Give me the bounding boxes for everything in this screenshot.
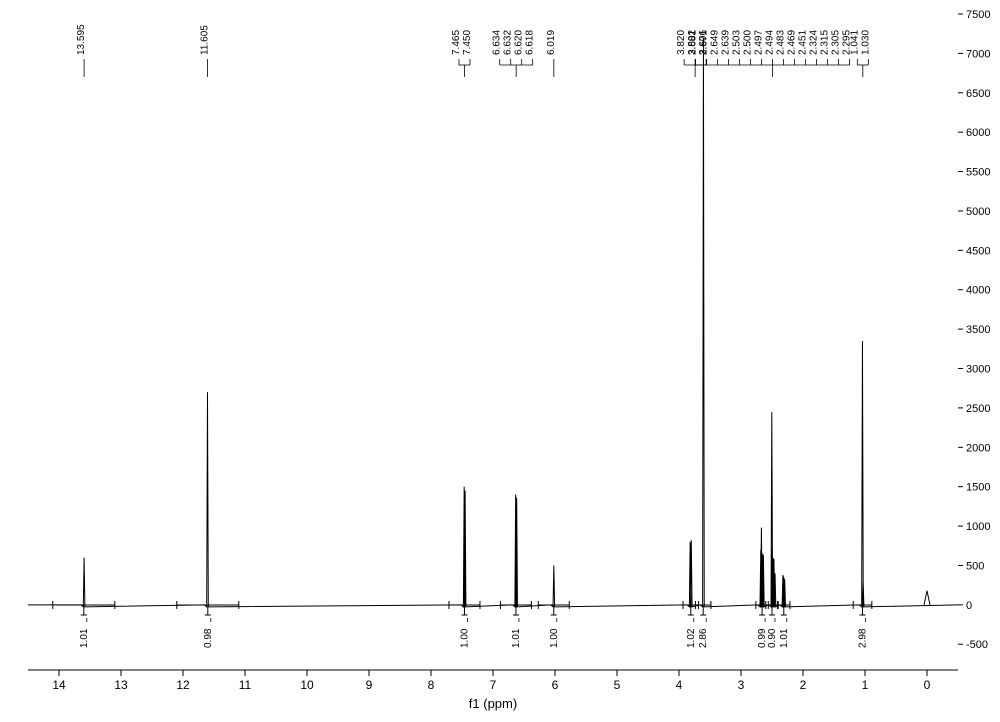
peak-label: 11.605	[199, 25, 210, 55]
nmr-spectrum-chart: 14131211109876543210f1 (ppm)-50005001000…	[0, 0, 1000, 717]
y-tick-label: 4000	[966, 285, 990, 297]
spectrum-svg: 14131211109876543210f1 (ppm)-50005001000…	[0, 0, 1000, 717]
y-tick-label: 7500	[966, 9, 990, 21]
y-tick-label: 6500	[966, 88, 990, 100]
peak-label: 6.620	[514, 30, 525, 55]
y-tick-label: 4500	[966, 245, 990, 257]
peak-label: 2.500	[743, 30, 754, 55]
y-tick-label: 7000	[966, 48, 990, 60]
y-tick-label: 0	[966, 600, 972, 612]
y-tick-label: 5000	[966, 206, 990, 218]
peak-label: 2.649	[710, 30, 721, 55]
peak-label: 2.639	[721, 30, 732, 55]
peak-label: 2.671	[699, 30, 710, 55]
peak-label: 6.618	[525, 30, 536, 55]
x-axis-label: f1 (ppm)	[469, 696, 517, 711]
x-tick-label: 13	[114, 678, 128, 692]
x-tick-label: 7	[490, 678, 497, 692]
peak-label: 6.634	[492, 30, 503, 55]
tms-peak	[924, 591, 930, 605]
integral-label: 1.01	[779, 628, 790, 648]
x-tick-label: 6	[552, 678, 559, 692]
integral-label: 2.86	[698, 628, 709, 648]
integral-label: 2.98	[858, 628, 869, 648]
x-tick-label: 3	[738, 678, 745, 692]
y-tick-label: -500	[966, 639, 988, 651]
peak-label: 2.469	[787, 30, 798, 55]
x-tick-label: 2	[800, 678, 807, 692]
integral-label: 0.90	[767, 628, 778, 648]
x-tick-label: 4	[676, 678, 683, 692]
peak-label: 2.315	[820, 30, 831, 55]
y-tick-label: 3500	[966, 324, 990, 336]
peak-label: 2.497	[754, 30, 765, 55]
x-tick-label: 0	[924, 678, 931, 692]
integral-label: 1.00	[459, 628, 470, 648]
peak-label: 2.681	[688, 30, 699, 55]
y-tick-label: 1000	[966, 521, 990, 533]
peak-label: 1.030	[860, 30, 871, 55]
spectrum-trace	[28, 38, 958, 607]
peak-label: 6.632	[503, 30, 514, 55]
y-tick-label: 2000	[966, 442, 990, 454]
peak-label: 3.820	[676, 30, 687, 55]
peak-label: 2.494	[765, 30, 776, 55]
peak-label: 2.305	[831, 30, 842, 55]
y-tick-label: 2500	[966, 403, 990, 415]
peak-label: 2.483	[776, 30, 787, 55]
y-tick-label: 500	[966, 560, 984, 572]
x-tick-label: 12	[176, 678, 190, 692]
integral-label: 1.01	[79, 628, 90, 648]
x-tick-label: 5	[614, 678, 621, 692]
y-tick-label: 6000	[966, 127, 990, 139]
x-tick-label: 14	[52, 678, 66, 692]
x-tick-label: 9	[366, 678, 373, 692]
integral-label: 0.98	[203, 628, 214, 648]
x-tick-label: 10	[300, 678, 314, 692]
x-tick-label: 11	[239, 678, 252, 692]
peak-label: 1.041	[849, 30, 860, 55]
peak-label: 7.465	[451, 30, 462, 55]
integral-label: 1.01	[511, 628, 522, 648]
peak-label: 13.595	[76, 24, 87, 55]
x-tick-label: 8	[428, 678, 435, 692]
x-tick-label: 1	[862, 678, 869, 692]
peak-label: 6.019	[546, 30, 557, 55]
integral-label: 1.02	[686, 628, 697, 648]
integral-label: 1.00	[549, 628, 560, 648]
peak-label: 7.450	[462, 30, 473, 55]
y-tick-label: 5500	[966, 167, 990, 179]
y-tick-label: 1500	[966, 482, 990, 494]
y-tick-label: 3000	[966, 364, 990, 376]
peak-label: 2.324	[809, 30, 820, 55]
peak-label: 2.451	[798, 30, 809, 55]
peak-label: 2.503	[732, 30, 743, 55]
